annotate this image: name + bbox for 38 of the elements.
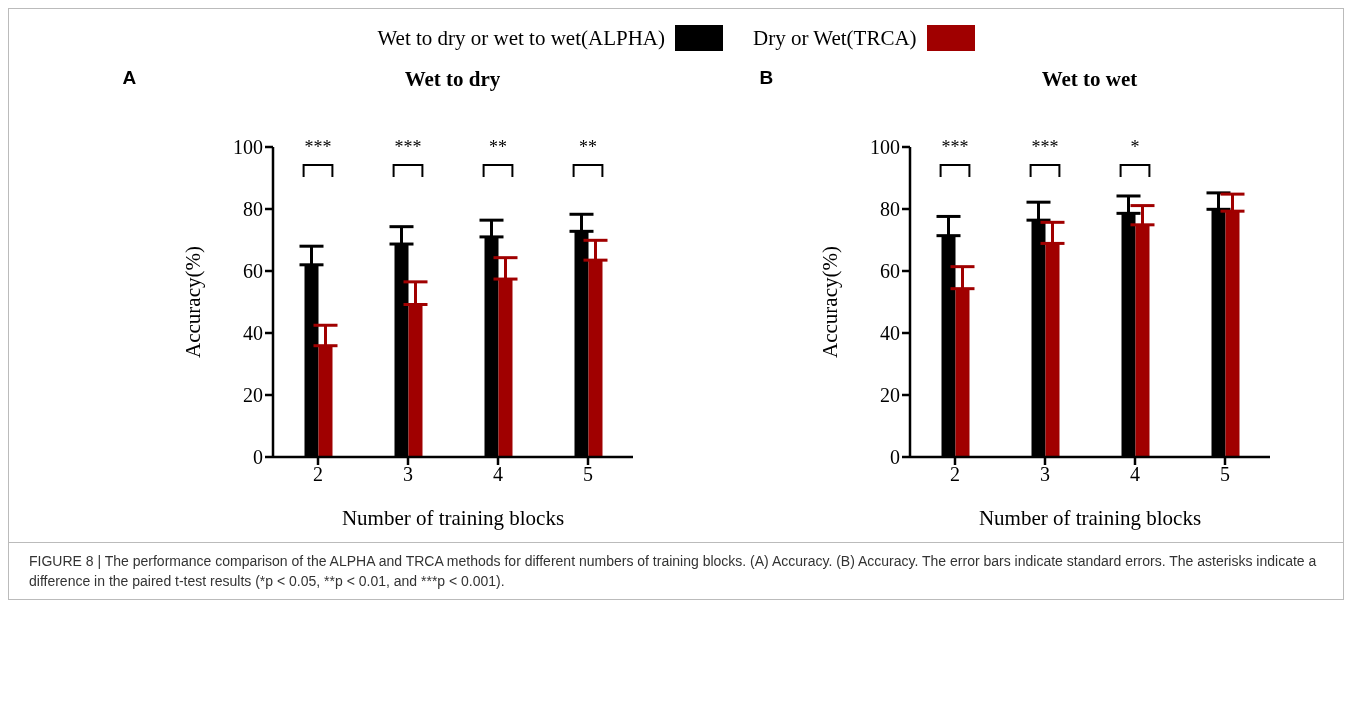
x-tick-label: 5 bbox=[582, 463, 593, 486]
x-tick-label: 3 bbox=[1039, 463, 1050, 486]
x-axis-title: Number of training blocks bbox=[978, 506, 1201, 530]
y-tick-label: 0 bbox=[252, 446, 263, 469]
y-tick-label: 20 bbox=[242, 384, 263, 407]
y-tick-label: 80 bbox=[879, 198, 900, 221]
text: B bbox=[759, 67, 774, 89]
annotation: ** bbox=[578, 137, 597, 157]
chart-title: Wet to wet bbox=[1040, 67, 1139, 92]
x-tick-label: 4 bbox=[1129, 463, 1140, 486]
x-tick-label: 4 bbox=[492, 463, 503, 486]
text: A bbox=[122, 67, 137, 89]
y-tick-label: 60 bbox=[242, 260, 263, 283]
annotation: *** bbox=[941, 137, 968, 157]
annotation: ** bbox=[488, 137, 507, 157]
y-axis-title: Accuracy(%) bbox=[180, 246, 205, 358]
y-tick-label: 60 bbox=[879, 260, 900, 283]
y-tick-label: 40 bbox=[242, 322, 263, 345]
caption: FIGURE 8 | The performance comparison of the ALPHA and TRCA methods for different numbers of training blocks. (A) Accuracy. (B) Accuracy. The error bars indicate standard errors. The asterisks indicate a difference in the paired t-test results (*p < 0.05, **p < 0.01, and ***p < 0.001). bbox=[9, 542, 1343, 591]
y-tick-label: 80 bbox=[242, 198, 263, 221]
y-tick-label: 20 bbox=[879, 384, 900, 407]
legend-label: Dry or Wet(TRCA) bbox=[753, 25, 917, 51]
annotation: * bbox=[1130, 137, 1139, 157]
legend-label: Wet to dry or wet to wet(ALPHA) bbox=[377, 25, 666, 51]
x-tick-label: 5 bbox=[1219, 463, 1230, 486]
x-tick-label: 2 bbox=[312, 463, 323, 486]
annotation: *** bbox=[304, 137, 331, 157]
x-tick-label: 2 bbox=[949, 463, 960, 486]
y-tick-label: 100 bbox=[232, 136, 263, 159]
annotation: *** bbox=[1031, 137, 1058, 157]
y-axis-title: Accuracy(%) bbox=[817, 246, 842, 358]
x-axis-title: Number of training blocks bbox=[341, 506, 564, 530]
y-tick-label: 0 bbox=[889, 446, 900, 469]
chart-title: Wet to dry bbox=[403, 67, 502, 92]
y-tick-label: 100 bbox=[869, 136, 900, 159]
y-tick-label: 40 bbox=[879, 322, 900, 345]
annotation: *** bbox=[394, 137, 421, 157]
x-tick-label: 3 bbox=[402, 463, 413, 486]
